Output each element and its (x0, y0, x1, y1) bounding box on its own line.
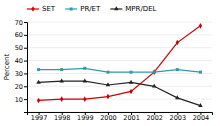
x-tick-label: 2004 (193, 114, 210, 122)
legend-swatch (65, 8, 77, 9)
y-tick: 50 (15, 44, 27, 52)
y-tick: 30 (15, 70, 27, 78)
x-tick-label: 2002 (146, 114, 163, 122)
legend-item: SET (27, 5, 56, 13)
point (129, 89, 132, 95)
y-tick-label: 40 (15, 57, 23, 65)
y-tick-label: 30 (15, 70, 23, 78)
y-tick: 10 (15, 96, 27, 104)
point (153, 69, 156, 75)
point (37, 68, 40, 71)
y-tick-label: 70 (15, 19, 23, 27)
legend-item: PR/ET (65, 5, 101, 13)
point (36, 80, 41, 84)
point (83, 79, 88, 83)
grid-line (27, 47, 212, 48)
legend-label: PR/ET (80, 5, 101, 13)
grid-line (27, 86, 212, 87)
point (106, 94, 109, 100)
x-tick: 1997 (31, 112, 48, 122)
point (176, 40, 179, 46)
legend-marker (31, 6, 34, 12)
point (106, 71, 109, 74)
grid-line (27, 60, 212, 61)
x-tick: 2002 (146, 112, 163, 122)
chart: 1997 1998 1999 2000 2001 2002 2003 2004 10 20 30 40… (0, 0, 220, 126)
x-tick: 2004 (193, 112, 210, 122)
point (59, 79, 64, 83)
y-tick-label: 50 (15, 44, 23, 52)
point (152, 84, 157, 88)
y-tick: 40 (15, 57, 27, 65)
x-tick-label: 1998 (54, 114, 71, 122)
x-tick-label: 2001 (123, 114, 140, 122)
y-tick-mark (24, 22, 27, 23)
y-tick (24, 112, 27, 113)
y-tick-label: 10 (15, 96, 23, 104)
series (37, 23, 202, 103)
y-tick-mark (24, 48, 27, 49)
point (153, 71, 156, 74)
x-tick: 2003 (170, 112, 187, 122)
y-tick-mark (24, 61, 27, 62)
legend-label: MPR/DEL (125, 5, 156, 13)
grid-line (27, 22, 212, 23)
x-tick-label: 1999 (77, 114, 94, 122)
y-tick: 60 (15, 31, 27, 39)
legend: SET PR/ET MPR/DEL (27, 5, 157, 13)
marks (36, 23, 202, 107)
line (39, 26, 201, 101)
y-tick-label: 20 (15, 83, 23, 91)
point (176, 68, 179, 71)
series (37, 67, 202, 74)
y-tick: 20 (15, 83, 27, 91)
line (39, 81, 201, 105)
y-tick-mark (24, 112, 27, 113)
x-tick-label: 2000 (100, 114, 117, 122)
point (60, 96, 63, 102)
point (83, 67, 86, 70)
y-tick-mark (24, 73, 27, 74)
point (106, 82, 111, 86)
y-axis: 10 20 30 40 50 60 70 (15, 19, 28, 113)
point (175, 95, 180, 99)
x-tick: 1998 (54, 112, 71, 122)
x-tick: 1999 (77, 112, 94, 122)
point (198, 103, 203, 107)
y-tick-mark (24, 99, 27, 100)
series (36, 79, 202, 107)
point (199, 71, 202, 74)
point (37, 98, 40, 104)
point (83, 96, 86, 102)
y-axis-line (24, 23, 28, 113)
y-tick-label: 60 (15, 31, 23, 39)
point (129, 80, 134, 84)
x-axis: 1997 1998 1999 2000 2001 2002 2003 2004 (28, 112, 213, 122)
y-axis-title: Percent (3, 54, 11, 81)
y-tick-mark (24, 86, 27, 87)
legend-marker (114, 6, 119, 10)
x-tick-label: 1997 (31, 114, 48, 122)
y-tick: 70 (15, 19, 27, 27)
point (130, 71, 133, 74)
grid-line (27, 34, 212, 35)
x-tick-label: 2003 (170, 114, 187, 122)
legend-marker (70, 8, 73, 11)
x-tick: 2001 (123, 112, 140, 122)
point (199, 23, 202, 29)
plot: 1997 1998 1999 2000 2001 2002 2003 2004 10 20 30 40… (15, 19, 213, 122)
point (60, 68, 63, 71)
x-tick: 2000 (100, 112, 117, 122)
legend-label: SET (42, 5, 56, 13)
legend-item: MPR/DEL (110, 5, 156, 13)
grid-line (27, 73, 212, 74)
line (39, 68, 201, 72)
y-tick-mark (24, 35, 27, 36)
grid (27, 22, 212, 112)
